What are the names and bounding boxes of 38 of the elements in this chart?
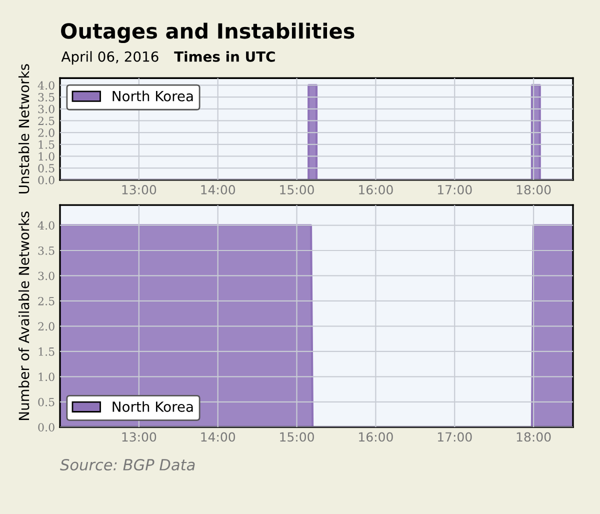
x-tick-label: 13:00: [122, 184, 156, 194]
y-tick-label: 3.5: [38, 246, 54, 255]
x-tick-label: 16:00: [359, 184, 393, 194]
y-tick-label: 4.0: [38, 221, 54, 230]
y-tick-label: 2.0: [38, 128, 54, 137]
x-tick-label: 15:00: [280, 432, 314, 442]
x-tick-label: 18:00: [516, 432, 551, 442]
y-tick-label: 0.5: [38, 164, 54, 172]
y-tick-label: 3.0: [38, 104, 54, 114]
chart-subtitle: April 06, 2016: [61, 51, 158, 65]
y-tick-label: 0.5: [38, 398, 54, 406]
y-tick-label: 2.0: [38, 322, 54, 331]
y-tick-label: 2.5: [38, 116, 54, 126]
x-tick-label: 14:00: [201, 184, 236, 194]
legend-label: North Korea: [112, 401, 193, 412]
y-axis-title: Number of Available Networks: [18, 212, 30, 420]
y-tick-label: 0.0: [38, 423, 54, 432]
legend-label: North Korea: [112, 90, 193, 102]
source-note: Source: BGP Data: [60, 458, 195, 471]
y-tick-label: 1.0: [38, 372, 54, 382]
x-tick-label: 13:00: [122, 432, 156, 442]
x-tick-label: 17:00: [438, 432, 472, 442]
y-tick-label: 1.0: [38, 152, 54, 161]
y-tick-label: 3.0: [38, 272, 54, 280]
y-tick-label: 4.0: [38, 81, 54, 90]
y-tick-label: 2.5: [38, 296, 54, 306]
y-tick-label: 1.5: [38, 140, 54, 149]
x-tick-label: 16:00: [359, 432, 393, 442]
text: Times in UTC: [174, 51, 275, 62]
y-tick-label: 3.5: [38, 93, 54, 102]
chart-title: Outages and Instabilities: [61, 22, 354, 44]
y-tick-label: 0.0: [38, 176, 54, 184]
x-tick-label: 17:00: [438, 184, 472, 194]
y-axis-title: Unstable Networks: [18, 64, 30, 194]
y-tick-label: 1.5: [38, 347, 54, 356]
x-tick-label: 15:00: [280, 184, 314, 194]
x-tick-label: 14:00: [201, 432, 236, 442]
x-tick-label: 18:00: [516, 184, 551, 194]
